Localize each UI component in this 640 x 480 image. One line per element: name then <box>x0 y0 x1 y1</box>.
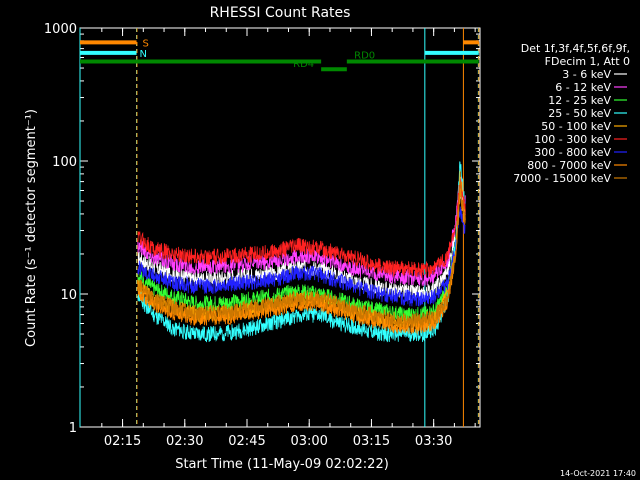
series-line <box>137 161 466 343</box>
legend-label: 3 - 6 keV <box>562 68 611 81</box>
y-tick-label: 10 <box>60 288 77 303</box>
state-bar-label: N <box>140 49 147 60</box>
series-line <box>137 180 466 329</box>
series-line <box>137 176 466 287</box>
y-axis-label: Count Rate (s⁻¹ detector segment⁻¹) <box>24 109 39 347</box>
x-tick-label: 02:15 <box>104 434 141 449</box>
legend-header-line-2: FDecim 1, Att 0 <box>545 55 630 68</box>
legend-label: 100 - 300 keV <box>534 133 611 146</box>
x-tick-label: 03:30 <box>415 434 452 449</box>
series-line <box>137 180 466 323</box>
legend-label: 300 - 800 keV <box>534 146 611 159</box>
x-axis-label: Start Time (11-May-09 02:02:22) <box>175 457 389 472</box>
state-bar-label: RD4 <box>293 59 314 70</box>
series-line <box>137 206 466 307</box>
series-line <box>137 179 466 278</box>
legend-header-line-1: Det 1f,3f,4f,5f,6f,9f, <box>521 42 630 55</box>
attenuator-state-bars: SN RD0 RD4 <box>80 38 479 72</box>
y-tick-label: 100 <box>52 155 77 170</box>
legend-label: 12 - 25 keV <box>548 94 611 107</box>
y-tick-label: 1 <box>69 421 77 436</box>
legend-label: 25 - 50 keV <box>548 107 611 120</box>
vertical-markers <box>79 28 480 427</box>
x-tick-label: 03:00 <box>290 434 327 449</box>
axis-ticks: 1 10 100 1000 02:15 02:30 02:45 03:00 03:15 03:30 <box>44 22 480 449</box>
x-tick-label: 02:30 <box>166 434 203 449</box>
y-tick-label: 1000 <box>44 22 77 37</box>
chart-title: RHESSI Count Rates <box>210 5 351 21</box>
legend-label: 6 - 12 keV <box>555 81 611 94</box>
legend-label: 800 - 7000 keV <box>527 159 611 172</box>
legend-label: 50 - 100 keV <box>541 120 611 133</box>
x-tick-label: 02:45 <box>228 434 265 449</box>
x-tick-label: 03:15 <box>353 434 390 449</box>
legend-label: 7000 - 15000 keV <box>513 172 611 185</box>
generation-timestamp: 14-Oct-2021 17:40 <box>560 469 636 478</box>
series-line <box>137 185 466 301</box>
series-lines <box>137 161 466 343</box>
plot-area <box>79 27 481 428</box>
state-bar-label: S <box>143 38 149 49</box>
state-bar-label: RD0 <box>354 50 375 61</box>
